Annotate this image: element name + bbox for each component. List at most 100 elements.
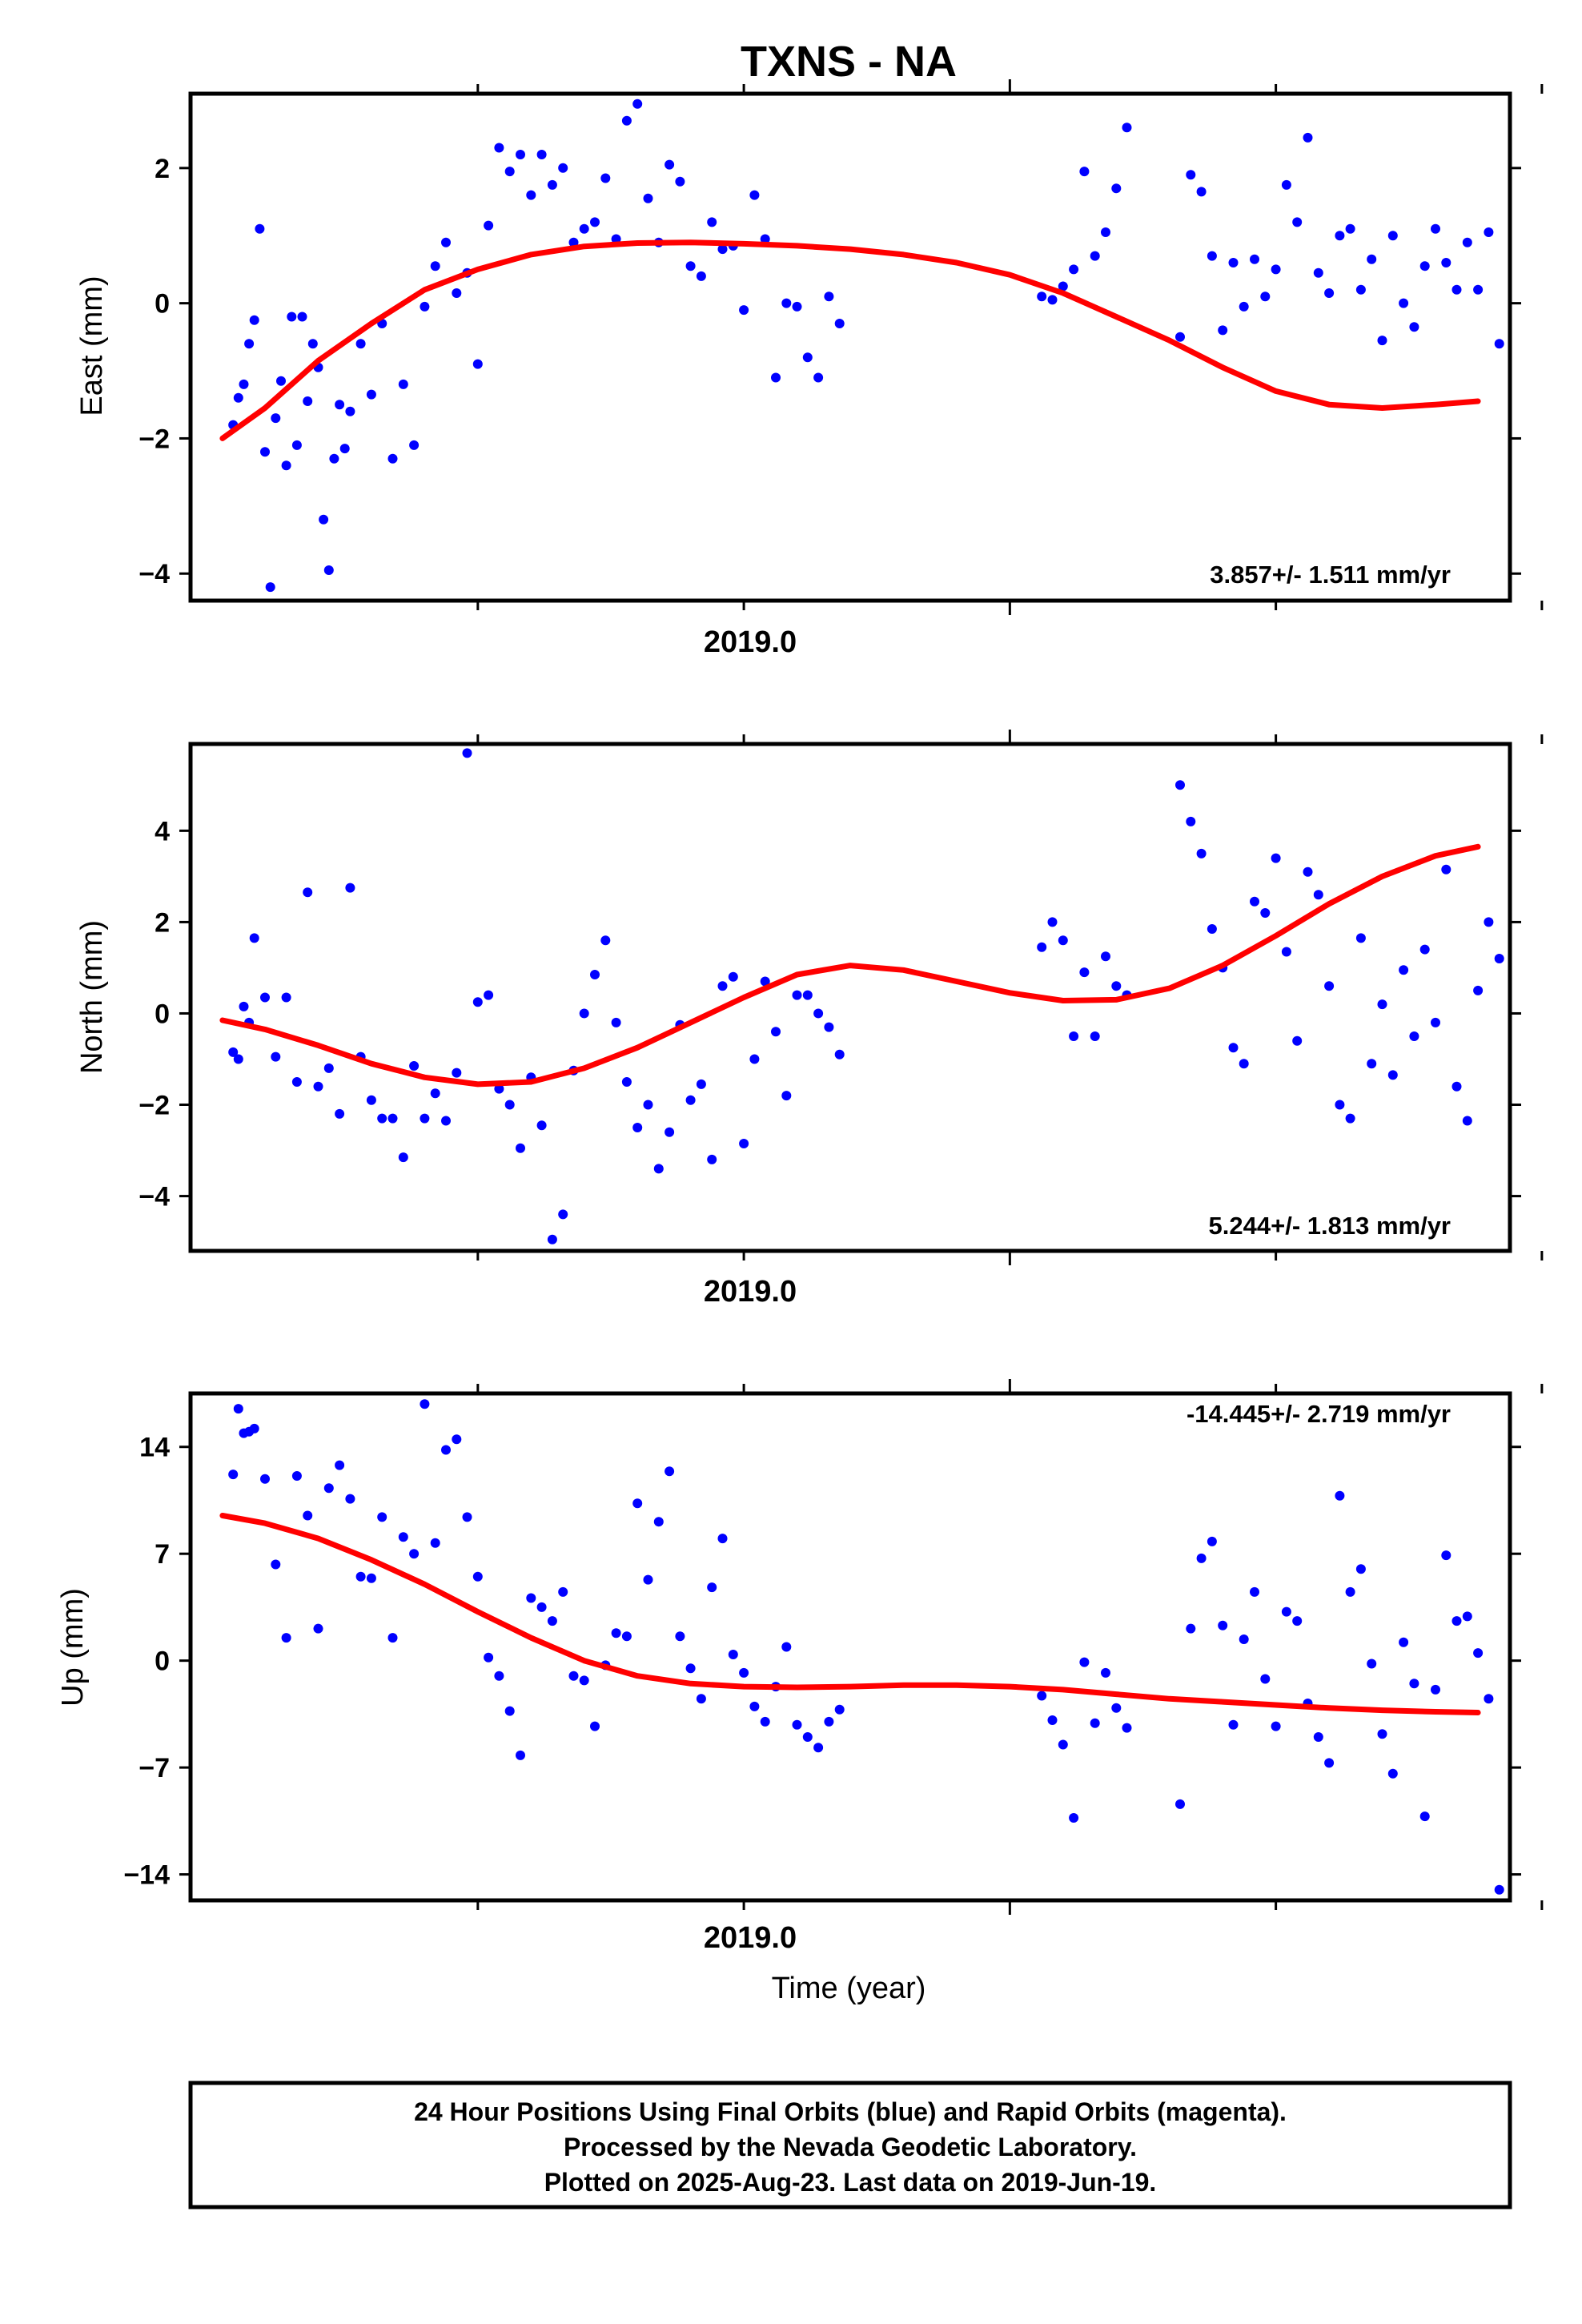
east-data-point: [781, 298, 792, 308]
east-data-point: [1186, 170, 1196, 180]
east-data-point: [323, 565, 334, 575]
east-data-point: [834, 319, 845, 328]
north-data-point: [536, 1120, 547, 1131]
up-data-point: [707, 1582, 717, 1593]
east-data-point: [696, 271, 706, 281]
east-data-point: [600, 173, 611, 183]
east-data-point: [792, 301, 802, 312]
up-data-point: [387, 1633, 398, 1643]
up-data-point: [1452, 1616, 1462, 1626]
north-y-axis-label: North (mm): [75, 920, 109, 1074]
up-data-point: [643, 1574, 653, 1585]
north-data-point: [1101, 951, 1110, 962]
up-data-point: [1355, 1564, 1366, 1574]
east-data-point: [1175, 332, 1185, 342]
east-y-tick-label: −4: [139, 559, 170, 589]
up-data-point: [802, 1732, 813, 1742]
east-data-point: [409, 440, 420, 450]
north-data-point: [632, 1123, 643, 1132]
north-data-point: [1111, 981, 1122, 991]
north-data-point: [1207, 924, 1217, 934]
east-data-point: [1355, 284, 1366, 295]
north-data-point: [824, 1022, 834, 1032]
north-data-point: [303, 887, 313, 898]
up-data-point: [1122, 1723, 1132, 1733]
east-data-point: [484, 220, 494, 231]
east-data-point: [398, 379, 408, 389]
east-data-point: [366, 389, 376, 400]
east-data-point: [707, 217, 717, 227]
north-data-point: [802, 990, 813, 1000]
east-data-point: [526, 190, 536, 200]
up-rate-label: -14.445+/- 2.719 mm/yr: [1186, 1400, 1451, 1428]
north-data-point: [1090, 1031, 1100, 1041]
east-y-tick-label: −2: [139, 424, 170, 454]
north-data-point: [1303, 866, 1313, 877]
up-data-point: [1431, 1684, 1440, 1695]
up-data-point: [1228, 1719, 1239, 1730]
east-data-point: [430, 261, 440, 271]
east-data-point: [643, 193, 653, 203]
north-data-point: [1377, 999, 1387, 1010]
up-data-point: [1399, 1637, 1409, 1647]
east-data-point: [265, 582, 275, 593]
up-data-point: [1186, 1623, 1196, 1634]
east-data-point: [307, 339, 318, 349]
up-data-point: [526, 1593, 536, 1603]
up-data-point: [430, 1538, 440, 1548]
north-data-point: [1367, 1059, 1377, 1069]
up-data-point: [291, 1471, 302, 1481]
north-data-point: [462, 748, 472, 758]
east-data-point: [717, 244, 728, 255]
up-data-point: [792, 1719, 802, 1730]
up-data-point: [323, 1483, 334, 1494]
up-data-point: [398, 1532, 408, 1542]
east-data-point: [494, 143, 504, 153]
east-data-point: [568, 237, 579, 247]
north-data-point: [653, 1164, 664, 1174]
up-data-point: [1377, 1729, 1387, 1739]
up-data-point: [1281, 1606, 1291, 1617]
north-data-point: [260, 992, 270, 1003]
up-data-point: [1101, 1667, 1110, 1678]
footer-line-2: Processed by the Nevada Geodetic Laborat…: [564, 2133, 1137, 2161]
north-data-point: [504, 1100, 515, 1110]
east-fit-line: [219, 239, 1481, 441]
north-data-point: [771, 1027, 781, 1037]
north-data-point: [1186, 816, 1196, 826]
east-data-point: [1292, 217, 1303, 227]
north-data-point: [291, 1077, 302, 1087]
up-data-point: [536, 1602, 547, 1612]
east-points: [228, 99, 1504, 593]
east-data-point: [590, 217, 600, 227]
east-data-point: [1431, 223, 1440, 234]
north-data-point: [611, 1017, 621, 1027]
up-data-point: [558, 1586, 568, 1597]
up-data-point: [233, 1404, 243, 1414]
east-data-point: [1462, 237, 1472, 247]
east-data-point: [420, 301, 430, 312]
east-data-point: [1250, 254, 1259, 264]
footer-line-3: Plotted on 2025-Aug-23. Last data on 201…: [544, 2168, 1157, 2197]
up-data-point: [1250, 1586, 1259, 1597]
up-plot-frame: [188, 1391, 1512, 1903]
north-data-point: [1175, 780, 1185, 790]
north-data-point: [1494, 954, 1504, 963]
up-data-point: [271, 1559, 281, 1570]
up-data-point: [366, 1573, 376, 1583]
east-data-point: [1037, 292, 1047, 302]
north-data-point: [1069, 1031, 1079, 1041]
up-data-point: [409, 1549, 420, 1559]
north-data-point: [1345, 1113, 1355, 1124]
east-data-point: [249, 315, 259, 325]
up-data-point: [739, 1667, 749, 1678]
east-y-axis-label: East (mm): [75, 275, 109, 416]
up-data-point: [1462, 1611, 1472, 1622]
east-data-point: [749, 190, 760, 200]
east-data-point: [824, 292, 834, 302]
up-data-point: [1047, 1715, 1058, 1725]
east-data-point: [1281, 179, 1291, 190]
up-data-point: [728, 1650, 738, 1659]
up-data-point: [313, 1623, 323, 1634]
